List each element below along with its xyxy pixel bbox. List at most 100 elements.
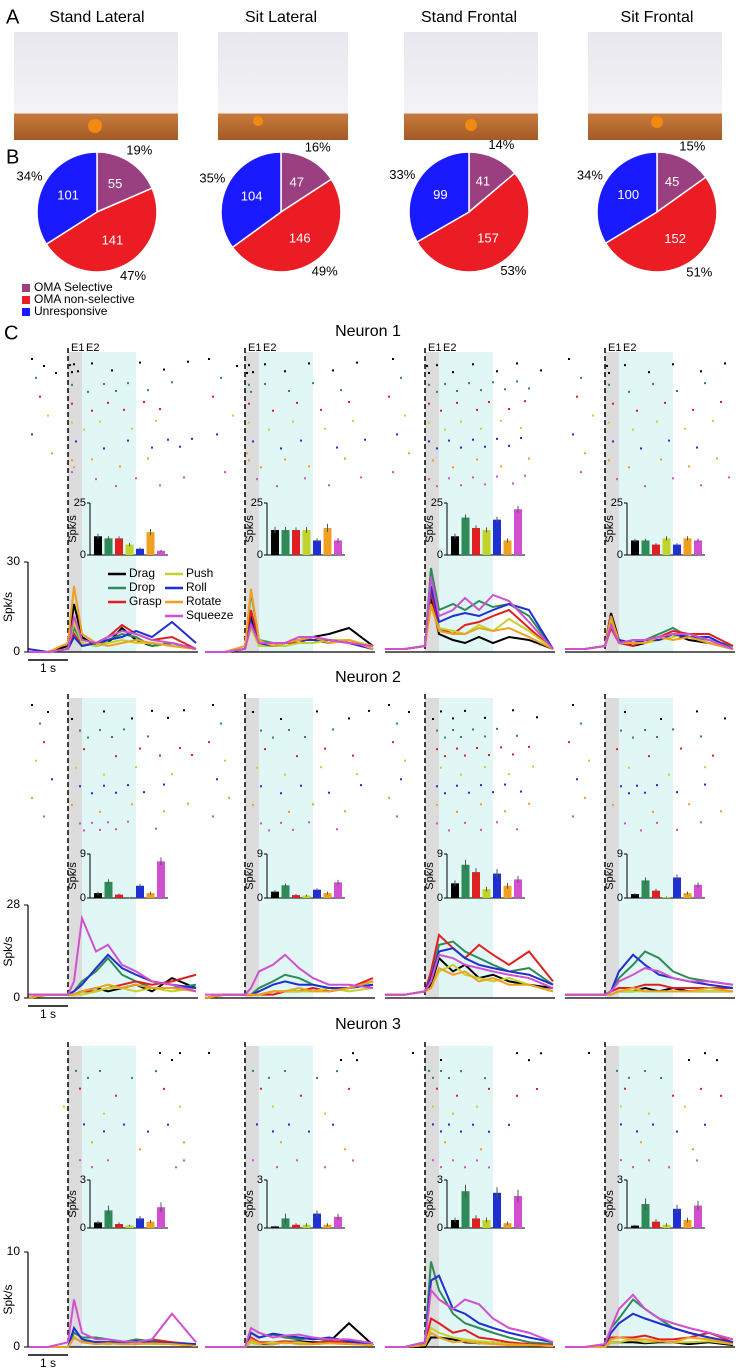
spike	[79, 1087, 81, 1090]
pie-slice	[656, 151, 707, 214]
spike	[216, 778, 218, 781]
legend-label: Push	[186, 566, 213, 580]
spike	[512, 482, 514, 485]
spike	[248, 402, 250, 405]
spike	[400, 376, 402, 379]
slice-percent: 14%	[488, 137, 514, 152]
bar	[281, 530, 290, 555]
psth-line	[28, 914, 197, 996]
bar	[323, 527, 332, 555]
spike	[508, 444, 510, 447]
legend-swatch	[22, 308, 30, 316]
bar	[451, 1220, 459, 1228]
spike	[276, 1166, 278, 1169]
spike	[163, 810, 165, 813]
spike	[316, 1077, 318, 1079]
spike	[115, 1094, 117, 1097]
spike	[484, 445, 486, 448]
legend-swatch	[22, 296, 30, 304]
spike	[512, 709, 514, 712]
spike	[464, 821, 466, 824]
spike	[448, 1123, 450, 1126]
spike	[183, 709, 185, 712]
spike	[396, 433, 398, 436]
bar	[652, 890, 660, 898]
bar	[146, 1221, 155, 1228]
spike	[644, 729, 646, 731]
spike	[628, 390, 630, 393]
slice-count: 152	[664, 231, 686, 246]
spike	[716, 457, 718, 460]
spike	[284, 773, 286, 776]
psth-line	[205, 953, 374, 996]
spike	[143, 791, 145, 794]
epoch-shade	[439, 352, 493, 652]
bar	[673, 877, 681, 898]
spike	[212, 704, 214, 706]
slice-count: 45	[665, 174, 679, 189]
bar	[482, 530, 491, 555]
bar	[334, 1216, 342, 1228]
spike	[115, 485, 117, 488]
spike	[324, 1112, 326, 1115]
spike	[147, 457, 149, 460]
spike	[31, 796, 33, 799]
neuron-title: Neuron 3	[335, 1016, 401, 1033]
spike	[260, 785, 262, 788]
spike	[127, 439, 129, 442]
spike	[119, 465, 121, 468]
inset-ylabel: Spk/s	[244, 1190, 256, 1218]
spike	[632, 1166, 634, 1169]
panel-label: A	[6, 6, 20, 28]
spike	[63, 1105, 65, 1108]
spike	[272, 1105, 274, 1108]
spike	[139, 361, 141, 364]
spike	[624, 364, 626, 367]
epoch-shade	[245, 1046, 259, 1347]
bar	[683, 538, 692, 555]
inset-tick-label: 0	[80, 892, 86, 904]
spike	[31, 433, 33, 436]
spike	[143, 401, 145, 403]
bar	[281, 885, 290, 898]
spike	[324, 747, 326, 750]
inset-tick-label: 25	[611, 497, 623, 509]
epoch-shade	[619, 352, 673, 652]
epoch-shade	[68, 698, 82, 998]
spike	[252, 1159, 254, 1162]
spike	[540, 1052, 542, 1055]
psth-line	[205, 1326, 374, 1348]
spike	[432, 718, 434, 720]
bar	[302, 530, 311, 555]
spike	[704, 382, 706, 385]
spike	[147, 389, 149, 392]
psth-line	[28, 1336, 197, 1348]
inset-tick-label: 0	[617, 1222, 623, 1234]
bar	[514, 509, 522, 555]
spike	[73, 363, 75, 366]
spike	[183, 1159, 185, 1162]
bar	[461, 517, 470, 555]
spike	[624, 711, 626, 713]
spike	[91, 1166, 93, 1169]
spike	[83, 829, 85, 832]
spike	[131, 717, 133, 720]
spike	[167, 1123, 169, 1126]
epoch-shade	[259, 352, 313, 652]
bar	[461, 1191, 470, 1228]
event-label: E2	[443, 342, 456, 354]
spike	[624, 822, 626, 825]
bar	[472, 1218, 480, 1228]
spike	[488, 1087, 490, 1090]
spike	[680, 747, 682, 750]
spike	[252, 711, 254, 713]
spike	[191, 754, 193, 756]
spike	[436, 785, 438, 788]
spike	[332, 1123, 334, 1126]
spike	[264, 363, 266, 366]
spike	[704, 766, 706, 769]
spike	[408, 711, 410, 713]
spike	[536, 1088, 538, 1090]
spike	[332, 728, 334, 731]
spike	[79, 785, 81, 788]
